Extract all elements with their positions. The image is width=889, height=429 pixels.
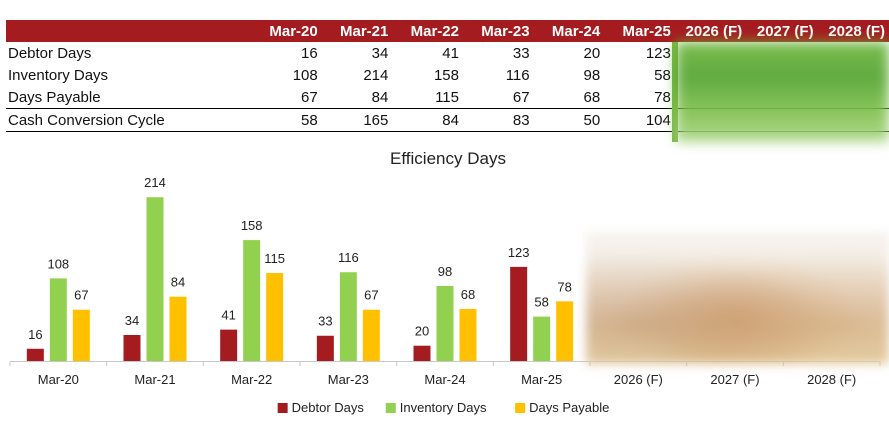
data-label: 16: [28, 327, 42, 342]
header-cell: Mar-21: [321, 20, 393, 42]
table-cell: 83: [462, 108, 534, 132]
table-cell: 115: [392, 86, 463, 109]
table-cell: 84: [392, 108, 463, 132]
data-label: 34: [125, 313, 139, 328]
forecast-blur-chart: [586, 232, 889, 364]
table-cell: 58: [251, 108, 322, 132]
table-cell: 67: [462, 86, 534, 109]
x-tick-label: Mar-22: [231, 372, 272, 387]
table-cell: 34: [371, 44, 389, 62]
legend-swatch: [277, 403, 288, 413]
table-row: Inventory Days 108 214 158 116 98 58: [6, 64, 889, 86]
bar-inventory-days: [49, 278, 67, 361]
data-label: 67: [364, 288, 378, 303]
header-label-cell: [6, 20, 252, 42]
legend-swatch: [515, 403, 526, 413]
legend-swatch: [385, 403, 396, 413]
legend-label: Days Payable: [529, 400, 609, 415]
header-cell: 2026 (F): [674, 20, 747, 42]
row-label: Cash Conversion Cycle: [6, 108, 252, 132]
x-tick-label: 2026 (F): [614, 372, 663, 387]
data-label: 84: [171, 275, 185, 290]
table-cell: 108: [292, 66, 318, 84]
x-tick-label: Mar-20: [38, 372, 79, 387]
table-cell: 50: [533, 108, 605, 132]
table-cell: 158: [433, 66, 459, 84]
x-tick-label: Mar-23: [328, 372, 369, 387]
bar-debtor-days: [26, 348, 44, 361]
header-cell: 2027 (F): [746, 20, 818, 42]
bar-debtor-days: [510, 266, 528, 361]
header-cell: 2028 (F): [817, 20, 889, 42]
x-tick-label: Mar-24: [424, 372, 465, 387]
table-cell: 33: [512, 44, 530, 62]
header-cell: Mar-22: [392, 20, 463, 42]
x-tick-label: 2027 (F): [710, 372, 759, 387]
bar-inventory-days: [533, 316, 551, 361]
data-label: 98: [438, 264, 452, 279]
bar-debtor-days: [316, 335, 334, 361]
x-tick-label: Mar-25: [521, 372, 562, 387]
data-label: 115: [264, 251, 285, 266]
table-cell: 84: [321, 86, 393, 109]
bar-days-payable: [72, 309, 90, 361]
x-tick-label: Mar-21: [134, 372, 175, 387]
bar-days-payable: [169, 296, 187, 361]
header-cell: Mar-23: [462, 20, 534, 42]
legend-label: Inventory Days: [400, 400, 487, 415]
table-row-total: Cash Conversion Cycle 58 165 84 83 50 10…: [6, 108, 889, 132]
table-cell: 214: [363, 66, 389, 84]
table-cell: 123: [645, 44, 671, 62]
bar-inventory-days: [243, 240, 261, 361]
table-cell: 16: [301, 44, 318, 62]
bar-inventory-days: [146, 197, 164, 361]
efficiency-days-chart: Efficiency Days Mar-20 16 108 67 Mar-21 34 214 8…: [9, 149, 881, 415]
bar-inventory-days: [339, 272, 357, 361]
data-label: 78: [557, 279, 571, 294]
header-cell: Mar-20: [251, 20, 322, 42]
table-cell: 165: [321, 108, 393, 132]
table-row: Debtor Days 16 34 41 33 20 123: [6, 42, 889, 64]
table-header-row: Mar-20 Mar-21 Mar-22 Mar-23 Mar-24 Mar-2…: [6, 20, 889, 42]
row-label: Inventory Days: [8, 66, 109, 84]
data-label: 20: [415, 324, 429, 339]
data-label: 123: [508, 245, 530, 260]
legend-label: Debtor Days: [292, 400, 365, 415]
bar-debtor-days: [220, 329, 238, 361]
bar-debtor-days: [413, 345, 431, 361]
data-label: 67: [74, 288, 88, 303]
forecast-blur-table: [676, 42, 889, 142]
x-tick-label: 2028 (F): [807, 372, 856, 387]
table-cell: 58: [654, 66, 671, 84]
header-cell: Mar-25: [604, 20, 675, 42]
bar-inventory-days: [436, 286, 454, 361]
bar-debtor-days: [123, 334, 141, 361]
data-label: 68: [461, 287, 475, 302]
data-label: 214: [144, 175, 166, 190]
table-cell: 116: [505, 66, 530, 84]
bar-days-payable: [362, 309, 380, 361]
row-label: Days Payable: [6, 86, 252, 109]
table-cell: 98: [583, 66, 601, 84]
header-cell: Mar-24: [533, 20, 605, 42]
data-label: 41: [221, 308, 235, 323]
data-label: 116: [338, 250, 359, 265]
bar-days-payable: [266, 273, 284, 361]
table-cell: 104: [604, 108, 675, 132]
bar-days-payable: [459, 308, 477, 361]
table-cell: 78: [604, 86, 675, 109]
data-label: 58: [534, 295, 548, 310]
forecast-blur-edge: [672, 42, 678, 142]
table-cell: 41: [442, 44, 459, 62]
table-cell: 68: [533, 86, 605, 109]
row-label: Debtor Days: [8, 44, 92, 62]
bar-days-payable: [556, 301, 574, 361]
table-cell: 67: [251, 86, 322, 109]
data-label: 158: [241, 218, 263, 233]
table-cell: 20: [583, 44, 601, 62]
data-label: 33: [318, 314, 332, 329]
data-label: 108: [47, 256, 69, 271]
chart-title: Efficiency Days: [390, 149, 506, 168]
